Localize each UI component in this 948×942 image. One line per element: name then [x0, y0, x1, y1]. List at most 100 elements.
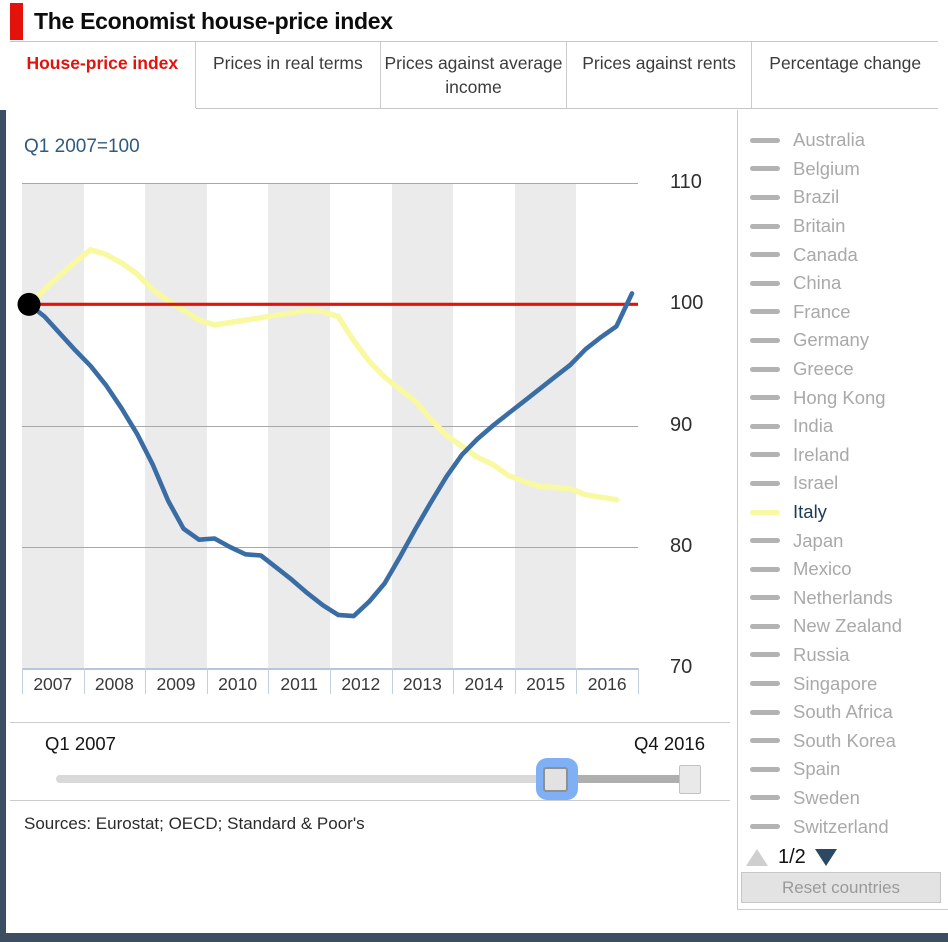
reset-countries-button[interactable]: Reset countries — [741, 872, 941, 903]
slider-max-label: Q4 2016 — [634, 733, 705, 754]
chart-index-note: Q1 2007=100 — [24, 136, 140, 157]
legend-item-israel[interactable]: Israel — [738, 469, 948, 498]
legend-item-germany[interactable]: Germany — [738, 326, 948, 355]
legend-line-swatch — [750, 423, 780, 429]
tab-label: Prices in real terms — [213, 53, 363, 73]
legend-item-switzerland[interactable]: Switzerland — [738, 812, 948, 841]
legend-item-brazil[interactable]: Brazil — [738, 183, 948, 212]
tab-prices-against-average-income[interactable]: Prices against average income — [381, 42, 567, 108]
legend-line-swatch — [750, 795, 780, 801]
legend-item-india[interactable]: India — [738, 412, 948, 441]
legend-line-swatch — [750, 566, 780, 572]
y-axis-label-110: 110 — [670, 171, 702, 193]
legend-line-swatch — [750, 280, 780, 286]
legend-item-netherlands[interactable]: Netherlands — [738, 584, 948, 613]
start-point-marker[interactable] — [17, 292, 41, 316]
chart-lines — [17, 246, 638, 619]
legend-country-label: Italy — [793, 501, 827, 523]
gridline-80 — [22, 546, 638, 548]
sources-note: Sources: Eurostat; OECD; Standard & Poor… — [24, 814, 365, 833]
legend-item-belgium[interactable]: Belgium — [738, 155, 948, 184]
page-title: The Economist house-price index — [34, 8, 393, 34]
legend-item-italy[interactable]: Italy — [738, 498, 948, 527]
legend-item-mexico[interactable]: Mexico — [738, 555, 948, 584]
slider-handle-active[interactable] — [542, 766, 568, 792]
legend-country-label: Britain — [793, 215, 846, 237]
legend-item-hong-kong[interactable]: Hong Kong — [738, 383, 948, 412]
legend-item-greece[interactable]: Greece — [738, 355, 948, 384]
legend-country-label: Spain — [793, 758, 841, 780]
legend-country-label: Brazil — [793, 186, 840, 208]
legend-line-swatch — [750, 252, 780, 258]
time-range-slider-panel: Q1 2007 Q4 2016 — [10, 722, 730, 801]
legend-line-swatch — [750, 623, 780, 629]
legend-country-label: Belgium — [793, 157, 860, 179]
legend-country-label: Germany — [793, 329, 870, 351]
legend-item-australia[interactable]: Australia — [738, 126, 948, 155]
x-axis-tick — [391, 668, 393, 695]
legend-country-label: India — [793, 415, 834, 437]
legend-item-ireland[interactable]: Ireland — [738, 441, 948, 470]
legend-item-sweden[interactable]: Sweden — [738, 784, 948, 813]
legend-item-france[interactable]: France — [738, 298, 948, 327]
legend-country-label: Singapore — [793, 672, 878, 694]
range-slider-track[interactable] — [56, 775, 700, 783]
tab-house-price-index[interactable]: House-price index — [10, 42, 196, 108]
italy-series-line — [26, 246, 620, 503]
page-up-icon[interactable] — [746, 849, 768, 866]
x-axis-label-2007: 2007 — [33, 674, 73, 695]
legend-item-south-africa[interactable]: South Africa — [738, 698, 948, 727]
x-axis-tick — [83, 668, 85, 695]
tab-prices-against-rents[interactable]: Prices against rents — [567, 42, 753, 108]
year-band-2009 — [145, 183, 207, 668]
page-indicator: 1/2 — [778, 846, 806, 868]
tab-label: Percentage change — [769, 53, 922, 73]
legend-country-label: Netherlands — [793, 586, 893, 608]
legend-item-singapore[interactable]: Singapore — [738, 669, 948, 698]
legend-country-label: Mexico — [793, 558, 852, 580]
legend-country-label: Switzerland — [793, 815, 889, 837]
x-axis-label-2008: 2008 — [94, 674, 134, 695]
legend-item-new-zealand[interactable]: New Zealand — [738, 612, 948, 641]
year-band-2013 — [391, 183, 454, 668]
x-axis-tick — [330, 668, 331, 695]
x-axis-tick — [453, 668, 455, 695]
tab-percentage-change[interactable]: Percentage change — [752, 42, 938, 108]
legend-item-russia[interactable]: Russia — [738, 641, 948, 670]
gridline-90 — [22, 425, 638, 427]
legend-line-swatch — [750, 766, 780, 772]
bottom-accent-bar — [0, 933, 948, 942]
legend-country-label: South Africa — [793, 701, 893, 723]
legend-country-label: New Zealand — [793, 615, 903, 637]
x-axis-label-2015: 2015 — [526, 674, 566, 695]
legend-item-japan[interactable]: Japan — [738, 526, 948, 555]
page-down-icon[interactable] — [814, 849, 837, 866]
legend-item-south-korea[interactable]: South Korea — [738, 726, 948, 755]
x-axis-tick — [22, 668, 23, 695]
plot-area: 110 100 90 80 70 2007 2008 2009 2010 2011 2012 2013… — [17, 171, 703, 695]
tab-bar-underline — [196, 108, 938, 109]
legend-country-label: Greece — [793, 358, 854, 380]
tab-prices-in-real-terms[interactable]: Prices in real terms — [196, 42, 382, 108]
title-divider — [10, 41, 938, 42]
legend-item-canada[interactable]: Canada — [738, 240, 948, 269]
legend-line-swatch — [750, 681, 780, 687]
legend-line-swatch — [750, 595, 780, 601]
legend-line-swatch — [750, 223, 780, 229]
gridline-110 — [22, 183, 638, 184]
legend-country-label: Canada — [793, 243, 858, 265]
y-axis-label-100: 100 — [670, 292, 704, 315]
x-axis-tick — [268, 668, 270, 695]
legend-line-swatch — [750, 452, 780, 458]
legend-line-swatch — [750, 709, 780, 715]
slider-handle-end[interactable] — [678, 764, 701, 794]
year-band-2015 — [514, 183, 577, 668]
legend-line-swatch — [750, 395, 780, 401]
legend-item-britain[interactable]: Britain — [738, 212, 948, 241]
legend-item-spain[interactable]: Spain — [738, 755, 948, 784]
legend-country-label: Australia — [793, 129, 865, 151]
legend-item-china[interactable]: China — [738, 269, 948, 298]
legend-country-label: China — [793, 272, 842, 294]
x-axis-label-2011: 2011 — [280, 674, 318, 695]
legend-country-label: Hong Kong — [793, 386, 886, 408]
